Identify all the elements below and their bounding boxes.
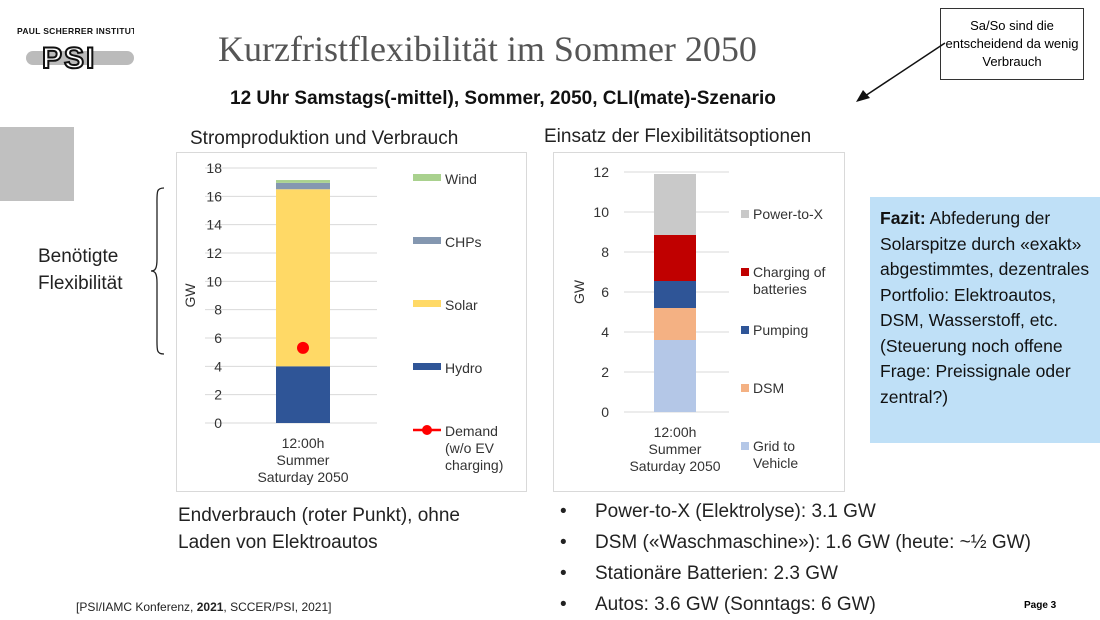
legend-label: charging) [445,457,503,473]
bullet-item: DSM («Waschmaschine»): 1.6 GW (heute: ~½… [560,527,1031,558]
slide-subtitle: 12 Uhr Samstags(-mittel), Sommer, 2050, … [230,88,776,109]
chart1-title: Stromproduktion und Verbrauch [190,128,459,149]
gray-box [0,127,74,201]
flex-label: Benötigte Flexibilität [38,243,122,297]
legend-label: batteries [753,281,807,297]
bullet-item: Autos: 3.6 GW (Sonntags: 6 GW) [560,589,1031,620]
legend-marker [422,425,432,435]
legend-swatch [413,300,441,307]
citation-year: 2021 [196,600,224,614]
legend-label: Demand [445,423,498,439]
fazit-text: Abfederung der Solarspitze durch «exakt»… [880,208,1090,407]
x-tick-label: 12:00h [282,435,325,451]
y-tick-label: 0 [601,404,609,420]
citation-pre: [PSI/IAMC Konferenz, [76,600,197,614]
y-tick-label: 6 [214,330,222,346]
legend-label: CHPs [445,234,482,250]
y-tick-label: 10 [593,204,609,220]
legend-label: Power-to-X [753,206,824,222]
legend-swatch [741,268,749,276]
x-tick-label: Summer [277,452,330,468]
y-tick-label: 16 [206,188,222,204]
legend-label: Wind [445,171,477,187]
legend-swatch [413,237,441,244]
chart2-title: Einsatz der Flexibilitätsoptionen [544,126,812,147]
legend-swatch [413,174,441,181]
endverbrauch-line: Endverbrauch (roter Punkt), ohne [178,505,460,526]
bullet-item: Stationäre Batterien: 2.3 GW [560,558,1031,589]
bar-segment-solar [276,189,330,367]
y-tick-label: 2 [214,387,222,403]
y-tick-label: 4 [601,324,609,340]
y-tick-label: 10 [206,273,222,289]
brace-icon [150,187,165,355]
endverbrauch-line: Laden von Elektroautos [178,532,378,553]
y-tick-label: 8 [214,302,222,318]
bar-segment-grid-to-vehicle [654,340,696,412]
x-tick-label: Saturday 2050 [257,469,348,485]
bar-segment-pumping [654,281,696,308]
legend-swatch [741,326,749,334]
y-axis-label: GW [571,279,587,304]
legend-swatch [741,442,749,450]
flex-label-line: Flexibilität [38,273,123,294]
legend-swatch [413,363,441,370]
endverbrauch-text: Endverbrauch (roter Punkt), ohne Laden vo… [178,502,460,556]
y-axis-label: GW [182,283,198,308]
bar-segment-charging-of-batteries [654,235,696,281]
fazit-heading: Fazit: [880,208,926,228]
y-tick-label: 6 [601,284,609,300]
bar-segment-chps [276,182,330,190]
y-tick-label: 0 [214,415,222,431]
y-tick-label: 14 [206,217,222,233]
legend-swatch [741,210,749,218]
y-tick-label: 4 [214,358,222,374]
page-number: Page 3 [1024,600,1057,611]
legend-label: Pumping [753,322,808,338]
x-tick-label: Summer [649,441,702,457]
legend-label: DSM [753,380,784,396]
flex-label-line: Benötigte [38,246,119,267]
legend-label: Solar [445,297,478,313]
y-tick-label: 12 [593,164,609,180]
legend-label: Grid to [753,438,795,454]
arrow-icon [856,42,946,102]
legend-label: Hydro [445,360,483,376]
note-box: Sa/So sind die entscheidend da wenig Ver… [940,8,1084,80]
y-tick-label: 12 [206,245,222,261]
psi-logo: PAUL SCHERRER INSTITUT PSI [16,24,137,76]
slide-title: Kurzfristflexibilität im Sommer 2050 [218,29,757,69]
y-tick-label: 2 [601,364,609,380]
fazit-box: Fazit: Abfederung der Solarspitze durch … [870,197,1100,443]
y-tick-label: 8 [601,244,609,260]
legend-label: Vehicle [753,455,798,471]
svg-text:PAUL SCHERRER INSTITUT: PAUL SCHERRER INSTITUT [17,26,134,36]
citation: [PSI/IAMC Konferenz, 2021, SCCER/PSI, 20… [76,600,331,614]
citation-post: , SCCER/PSI, 2021] [223,600,332,614]
legend-swatch [741,384,749,392]
bar-segment-hydro [276,366,330,423]
bar-segment-dsm [654,308,696,340]
svg-text:PSI: PSI [42,42,96,72]
bar-segment-wind [276,180,330,183]
bar-segment-power-to-x [654,174,696,235]
x-tick-label: 12:00h [654,424,697,440]
bullet-item: Power-to-X (Elektrolyse): 3.1 GW [560,496,1031,527]
legend-label: (w/o EV [445,440,495,456]
demand-marker [297,341,309,354]
bullet-list: Power-to-X (Elektrolyse): 3.1 GW DSM («W… [560,496,1031,620]
x-tick-label: Saturday 2050 [629,458,720,474]
legend-label: Charging of [753,264,825,280]
y-tick-label: 18 [206,160,222,176]
